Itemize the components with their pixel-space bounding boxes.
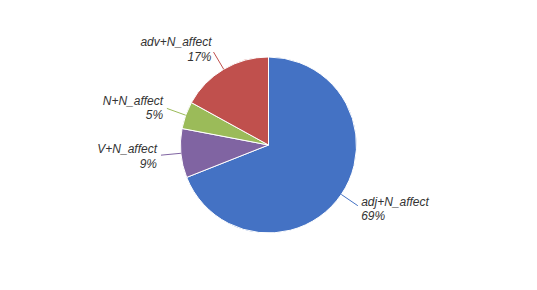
svg-text:adv+N_affect17%: adv+N_affect17% (140, 35, 212, 63)
svg-text:N+N_affect5%: N+N_affect5% (103, 94, 164, 122)
svg-text:V+N_affect9%: V+N_affect9% (97, 142, 157, 170)
svg-text:adj+N_affect69%: adj+N_affect69% (361, 195, 429, 223)
